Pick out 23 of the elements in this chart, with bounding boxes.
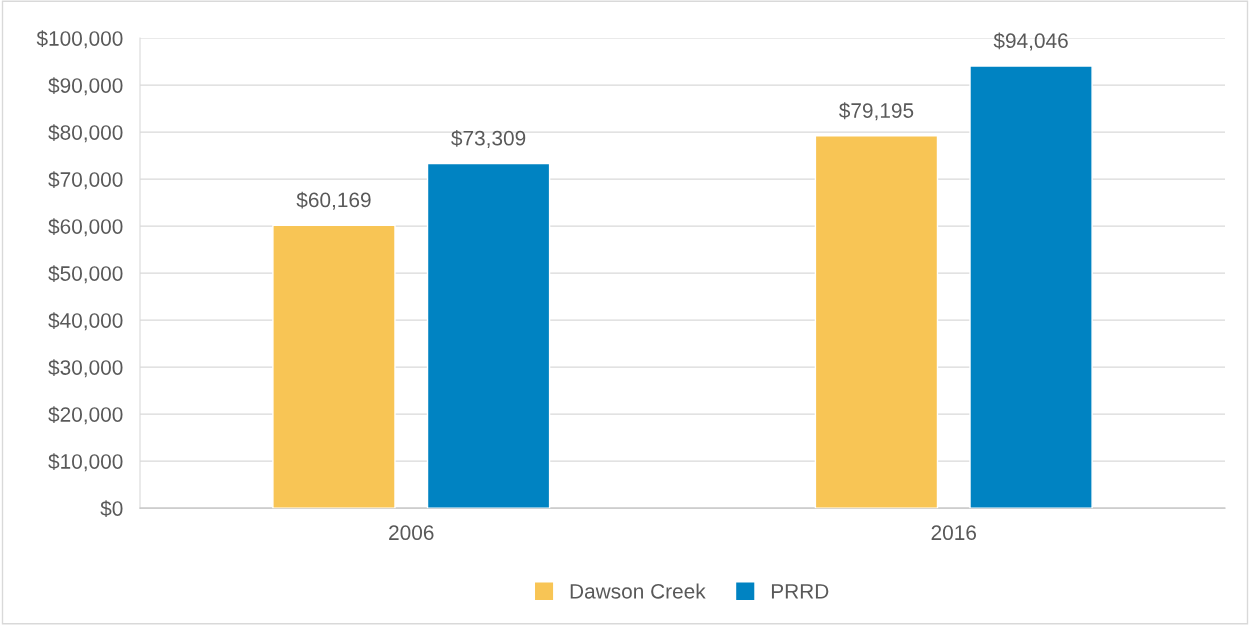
x-tick-label: 2016 [931,525,977,541]
y-tick-label: $20,000 [48,406,123,425]
legend-label: Dawson Creek [570,583,706,599]
bar [814,135,939,509]
y-tick-label: $70,000 [48,171,123,190]
y-tick-label: $100,000 [36,30,123,49]
bar [272,224,396,509]
y-tick-label: $50,000 [48,265,123,284]
y-tick-label: $0 [100,500,123,518]
bar [969,65,1093,509]
data-label: $60,169 [296,191,371,210]
y-tick-label: $60,000 [48,218,123,237]
data-label: $73,309 [451,129,526,149]
bar [426,162,551,509]
y-tick-label: $10,000 [48,453,123,472]
data-label: $79,195 [839,102,914,121]
y-tick-label: $80,000 [48,124,123,143]
x-tick-label: 2006 [389,525,434,541]
legend-label: PRRD [771,584,829,599]
y-tick-label: $40,000 [48,312,123,331]
y-tick-label: $30,000 [48,359,123,378]
y-tick-label: $90,000 [48,77,123,96]
data-label: $94,046 [993,32,1068,51]
